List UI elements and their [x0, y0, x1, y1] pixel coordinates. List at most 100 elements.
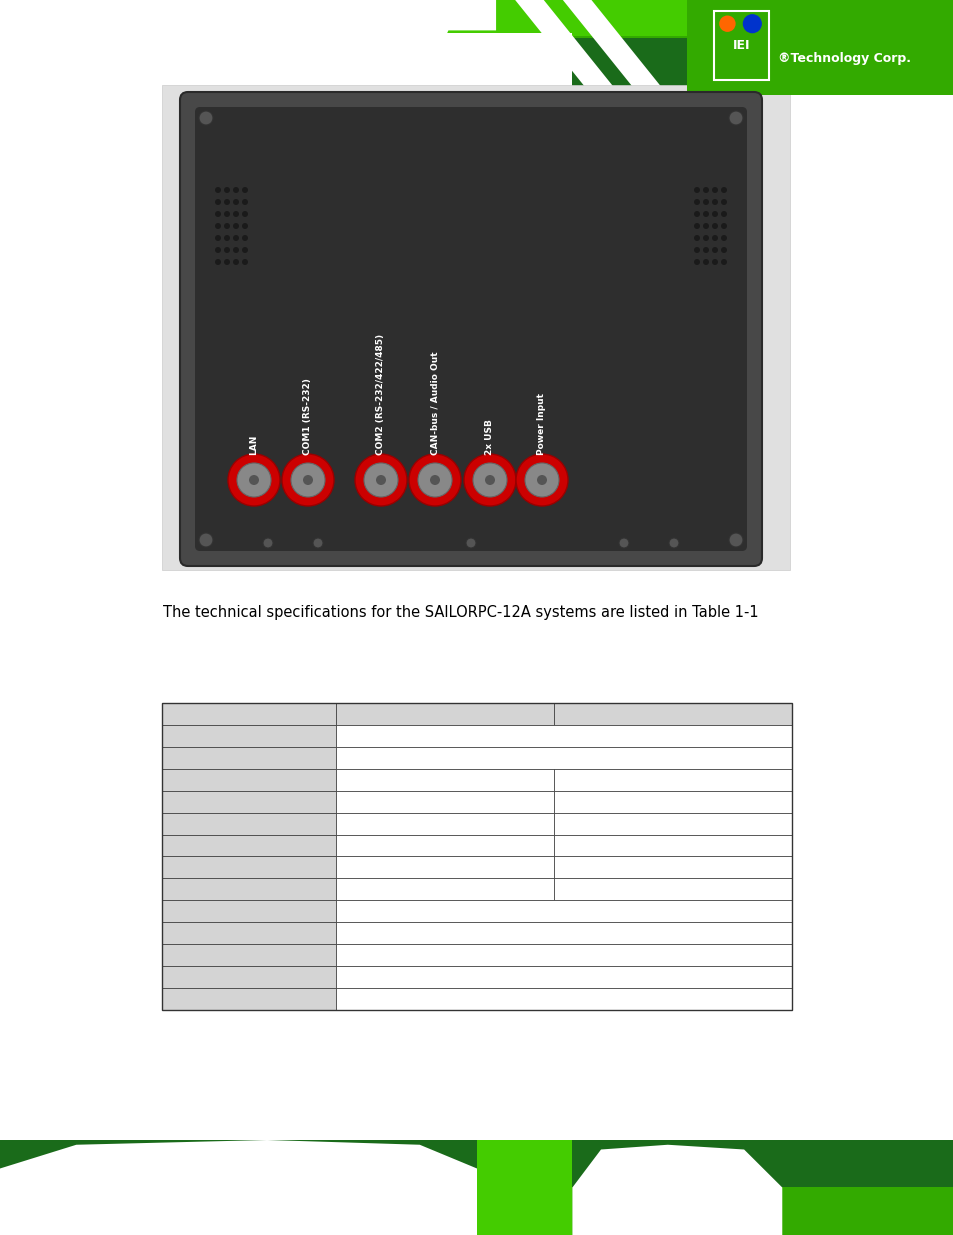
Circle shape [242, 186, 248, 193]
Bar [554, 813, 791, 835]
Bar [335, 768, 554, 790]
Text: 2x USB: 2x USB [485, 419, 494, 454]
Circle shape [233, 259, 239, 266]
Circle shape [224, 235, 230, 241]
Circle shape [693, 186, 700, 193]
Bar [335, 966, 791, 988]
Circle shape [228, 454, 280, 506]
Bar [686, 0, 953, 95]
Circle shape [430, 475, 439, 485]
Circle shape [702, 186, 708, 193]
Bar [162, 988, 335, 1010]
Bar [162, 747, 335, 768]
Polygon shape [0, 33, 572, 95]
Bar [162, 790, 335, 813]
Circle shape [224, 247, 230, 253]
Text: IEI: IEI [732, 40, 749, 52]
Circle shape [242, 199, 248, 205]
Bar [554, 790, 791, 813]
Circle shape [693, 224, 700, 228]
Circle shape [711, 224, 718, 228]
Bar [335, 725, 791, 747]
Circle shape [233, 235, 239, 241]
Circle shape [728, 111, 742, 125]
Circle shape [224, 186, 230, 193]
Bar [335, 857, 554, 878]
Circle shape [236, 463, 271, 496]
Circle shape [303, 475, 313, 485]
Circle shape [537, 475, 546, 485]
Bar [162, 923, 335, 945]
Circle shape [242, 224, 248, 228]
Circle shape [233, 247, 239, 253]
Circle shape [720, 235, 726, 241]
Circle shape [417, 463, 452, 496]
Circle shape [313, 538, 323, 548]
Circle shape [720, 211, 726, 217]
Circle shape [282, 454, 334, 506]
Circle shape [711, 186, 718, 193]
Circle shape [224, 211, 230, 217]
Circle shape [693, 247, 700, 253]
Bar [554, 768, 791, 790]
Bar [0, 1140, 953, 1235]
Polygon shape [0, 1140, 476, 1235]
Text: COM1 (RS-232): COM1 (RS-232) [303, 378, 313, 454]
Bar [0, 38, 953, 95]
Bar [335, 813, 554, 835]
Circle shape [702, 259, 708, 266]
Circle shape [516, 454, 567, 506]
Circle shape [693, 259, 700, 266]
Circle shape [720, 259, 726, 266]
Bar [0, 1140, 953, 1188]
Bar [162, 813, 335, 835]
Bar [162, 966, 335, 988]
Circle shape [524, 463, 558, 496]
Circle shape [375, 475, 386, 485]
Bar [0, 0, 953, 36]
Circle shape [720, 247, 726, 253]
Circle shape [711, 259, 718, 266]
Bar [554, 878, 791, 900]
Circle shape [233, 211, 239, 217]
Circle shape [224, 259, 230, 266]
Circle shape [214, 186, 221, 193]
Circle shape [711, 247, 718, 253]
Polygon shape [0, 0, 496, 95]
Circle shape [728, 534, 742, 547]
Circle shape [473, 463, 506, 496]
Circle shape [199, 111, 213, 125]
Bar [162, 768, 335, 790]
Circle shape [702, 211, 708, 217]
Bar [335, 835, 554, 857]
Circle shape [693, 199, 700, 205]
Circle shape [484, 475, 495, 485]
Text: Power Input: Power Input [537, 393, 546, 454]
Text: The technical specifications for the SAILORPC-12A systems are listed in Table 1-: The technical specifications for the SAI… [163, 604, 758, 620]
Bar [335, 878, 554, 900]
Circle shape [463, 454, 516, 506]
Bar [162, 835, 335, 857]
Circle shape [719, 16, 735, 32]
Bar [0, 0, 953, 95]
Circle shape [702, 247, 708, 253]
Polygon shape [515, 0, 619, 95]
FancyBboxPatch shape [194, 107, 746, 551]
Bar [335, 988, 791, 1010]
Bar [335, 790, 554, 813]
Circle shape [702, 224, 708, 228]
Circle shape [214, 247, 221, 253]
Circle shape [364, 463, 397, 496]
Bar [162, 900, 335, 923]
Circle shape [711, 235, 718, 241]
Bar [554, 835, 791, 857]
Circle shape [465, 538, 476, 548]
Circle shape [233, 186, 239, 193]
Circle shape [702, 235, 708, 241]
Bar [162, 703, 335, 725]
Circle shape [242, 259, 248, 266]
Circle shape [720, 224, 726, 228]
Circle shape [214, 224, 221, 228]
Bar [162, 878, 335, 900]
Circle shape [233, 199, 239, 205]
